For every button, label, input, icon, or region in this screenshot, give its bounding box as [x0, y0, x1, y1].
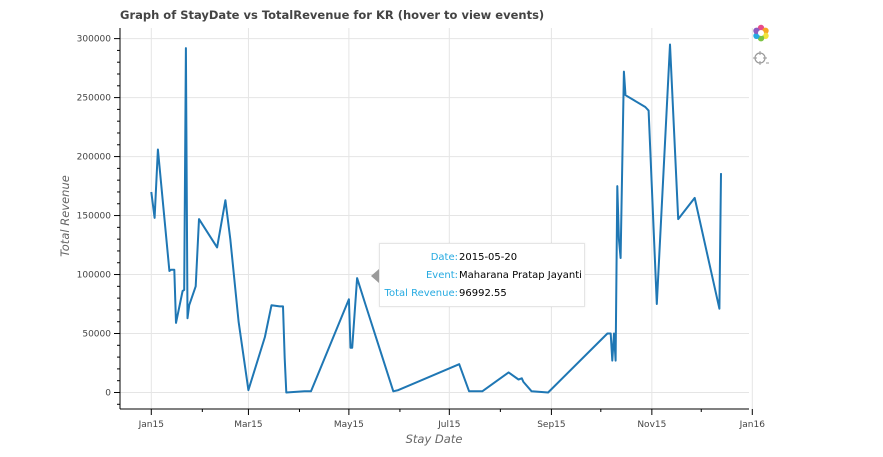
y-tick-label: 50000 [82, 330, 111, 340]
hover-tooltip: Date: 2015-05-20 Event: Maharana Pratap … [371, 243, 585, 307]
axes [119, 28, 749, 410]
x-axis-label: Stay Date [406, 432, 463, 446]
bokeh-logo-icon[interactable] [752, 24, 770, 42]
y-tick-label: 250000 [77, 94, 112, 104]
tooltip-revenue-label: Total Revenue: [384, 288, 458, 299]
revenue-series-line[interactable] [150, 43, 722, 394]
tooltip-date-label: Date: [430, 252, 458, 263]
y-tick-label: 0 [105, 388, 111, 398]
grid-lines [120, 28, 753, 409]
x-axis-ticks: Jan15 Mar15 May15 Jul15 Sep15 Nov15 Jan16 [138, 409, 766, 430]
tooltip-row-event: Event: Maharana Pratap Jayanti [380, 270, 584, 284]
tooltip-row-revenue: Total Revenue: 96992.55 [380, 288, 584, 302]
x-tick-label: Jan16 [739, 420, 766, 430]
x-tick-label: Mar15 [234, 420, 262, 430]
toolbar [752, 24, 774, 76]
chart-title: Graph of StayDate vs TotalRevenue for KR… [120, 8, 544, 22]
y-axis-label: Total Revenue [58, 175, 72, 257]
tooltip-date-value: 2015-05-20 [459, 252, 518, 263]
y-tick-label: 300000 [77, 35, 112, 45]
tooltip-row-date: Date: 2015-05-20 [380, 252, 584, 266]
tooltip-event-label: Event: [425, 270, 458, 281]
tooltip-revenue-value: 96992.55 [459, 288, 507, 299]
x-tick-label: May15 [334, 420, 364, 430]
x-tick-label: Jul15 [437, 420, 460, 430]
crosshair-hover-icon[interactable] [752, 50, 770, 68]
x-tick-label: Sep15 [537, 420, 565, 430]
tooltip-event-value: Maharana Pratap Jayanti [459, 270, 582, 281]
y-axis-ticks: 0 50000 100000 150000 200000 250000 300000 [77, 35, 120, 405]
x-tick-label: Nov15 [637, 420, 666, 430]
y-tick-label: 150000 [77, 212, 112, 222]
y-tick-label: 200000 [77, 153, 112, 163]
x-tick-label: Jan15 [138, 420, 164, 430]
y-tick-label: 100000 [77, 271, 112, 281]
series-group[interactable] [150, 43, 722, 394]
